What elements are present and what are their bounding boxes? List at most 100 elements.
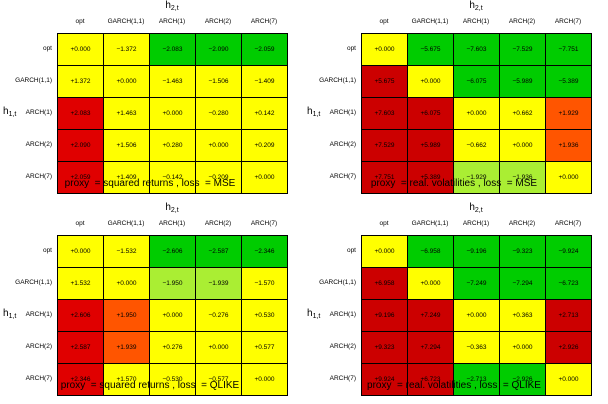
heatmap-cell: −9.924 <box>545 235 592 268</box>
heatmap-cell: +6.075 <box>407 97 454 130</box>
row-label: ARCH(2) <box>25 141 52 148</box>
row-label: GARCH(1,1) <box>319 77 356 84</box>
heatmap-cell: +6.723 <box>407 363 454 396</box>
column-label: ARCH(7) <box>250 18 278 25</box>
heatmap-cell: −7.529 <box>499 33 546 66</box>
heatmap-cell: −1.372 <box>103 33 150 66</box>
heatmap-cell: −6.723 <box>545 267 592 300</box>
column-label: opt <box>379 220 389 227</box>
heatmap-cell: +2.926 <box>545 331 592 364</box>
row-label: opt <box>42 45 52 52</box>
col-axis-label: h2,t <box>165 0 179 12</box>
column-label: ARCH(1) <box>158 18 186 25</box>
column-label: ARCH(7) <box>554 220 582 227</box>
heatmap-cell: +0.530 <box>241 299 288 332</box>
heatmap-cell: +0.577 <box>241 331 288 364</box>
heatmap-cell: +0.000 <box>149 299 196 332</box>
heatmap-cell: −0.209 <box>195 161 242 194</box>
heatmap-cell: +1.532 <box>57 267 104 300</box>
column-label: opt <box>75 18 85 25</box>
panel-caption: proxy = squared returns , loss = QLIKE <box>60 380 240 391</box>
heatmap-cell: −1.950 <box>149 267 196 300</box>
heatmap-cell: +2.606 <box>57 299 104 332</box>
heatmap-cell: +7.294 <box>407 331 454 364</box>
heatmap-cell: +0.000 <box>57 33 104 66</box>
heatmap-cell: −1.409 <box>241 65 288 98</box>
heatmap-cell: +0.142 <box>241 97 288 130</box>
row-label: ARCH(7) <box>25 375 52 382</box>
row-label: ARCH(2) <box>329 343 356 350</box>
heatmap-cell: +0.000 <box>453 299 500 332</box>
heatmap-cell: −9.196 <box>453 235 500 268</box>
heatmap-cell: −5.989 <box>499 65 546 98</box>
heatmap-cell: −1.939 <box>195 267 242 300</box>
heatmap-cell: +1.939 <box>103 331 150 364</box>
column-label: opt <box>75 220 85 227</box>
heatmap-cell: +0.000 <box>453 97 500 130</box>
heatmap-cell: +1.372 <box>57 65 104 98</box>
row-label: ARCH(1) <box>25 109 52 116</box>
heatmap-cell: +5.675 <box>361 65 408 98</box>
heatmap-cell: +0.000 <box>195 331 242 364</box>
heatmap-cell: +0.000 <box>499 331 546 364</box>
row-label: ARCH(2) <box>25 343 52 350</box>
column-label: GARCH(1,1) <box>411 18 449 25</box>
heatmap-cell: +0.276 <box>149 331 196 364</box>
heatmap-cell: +5.389 <box>407 161 454 194</box>
heatmap-cell: +9.323 <box>361 331 408 364</box>
heatmap-cell: +0.000 <box>195 129 242 162</box>
heatmap-cell: +0.000 <box>361 33 408 66</box>
heatmap-cell: +7.529 <box>361 129 408 162</box>
panel-caption: proxy = squared returns , loss = MSE <box>64 178 236 189</box>
panel-caption: proxy = real. volatilities , loss = QLIK… <box>367 380 541 391</box>
heatmap-cell: +0.000 <box>407 65 454 98</box>
row-label: ARCH(7) <box>25 173 52 180</box>
row-axis-label: h1,t <box>307 308 321 320</box>
heatmap-cell: −7.603 <box>453 33 500 66</box>
row-label: opt <box>346 45 356 52</box>
row-label: GARCH(1,1) <box>15 279 52 286</box>
heatmap-cell: −1.936 <box>499 161 546 194</box>
heatmap-cell: +0.000 <box>545 363 592 396</box>
heatmap-cell: +2.713 <box>545 299 592 332</box>
heatmap-cell: −1.532 <box>103 235 150 268</box>
row-label: GARCH(1,1) <box>15 77 52 84</box>
row-label: opt <box>346 247 356 254</box>
heatmap-cell: +1.950 <box>103 299 150 332</box>
heatmap-cell: +0.209 <box>241 129 288 162</box>
column-label: ARCH(7) <box>250 220 278 227</box>
heatmap-cell: +0.000 <box>103 65 150 98</box>
heatmap-cell: −1.570 <box>241 267 288 300</box>
heatmap-cell: +0.000 <box>57 235 104 268</box>
heatmap-cell: +0.662 <box>499 97 546 130</box>
col-axis-label: h2,t <box>165 202 179 214</box>
heatmap-cell: +2.059 <box>57 161 104 194</box>
heatmap-cell: +0.280 <box>149 129 196 162</box>
row-axis-label-sub: 1,t <box>312 313 321 320</box>
column-label: opt <box>379 18 389 25</box>
row-axis-label-sub: 1,t <box>312 111 321 118</box>
heatmap-cell: −2.606 <box>149 235 196 268</box>
heatmap-cell: +9.196 <box>361 299 408 332</box>
heatmap-cell: +6.958 <box>361 267 408 300</box>
row-axis-label-sub: 1,t <box>8 111 17 118</box>
heatmap-cell: +1.506 <box>103 129 150 162</box>
row-axis-label: h1,t <box>3 106 17 118</box>
row-axis-label: h1,t <box>307 106 321 118</box>
heatmap-cell: −7.751 <box>545 33 592 66</box>
heatmap-cell: −7.249 <box>453 267 500 300</box>
heatmap-cell: +0.000 <box>545 161 592 194</box>
heatmap-cell: −2.059 <box>241 33 288 66</box>
heatmap-cell: −0.276 <box>195 299 242 332</box>
heatmap-cell: +2.090 <box>57 129 104 162</box>
heatmap-cell: +1.936 <box>545 129 592 162</box>
heatmap-panel-3: h2,t h1,t opt GARCH(1,1) ARCH(1) ARCH(2) ARCH(… <box>0 202 300 402</box>
heatmap-cell: +1.409 <box>103 161 150 194</box>
heatmap-cell: −2.083 <box>149 33 196 66</box>
heatmap-cell: +2.587 <box>57 331 104 364</box>
heatmap-cell: +2.083 <box>57 97 104 130</box>
heatmap-cell: −6.075 <box>453 65 500 98</box>
heatmap-cell: +1.463 <box>103 97 150 130</box>
column-label: GARCH(1,1) <box>411 220 449 227</box>
heatmap-cell: +0.000 <box>241 161 288 194</box>
